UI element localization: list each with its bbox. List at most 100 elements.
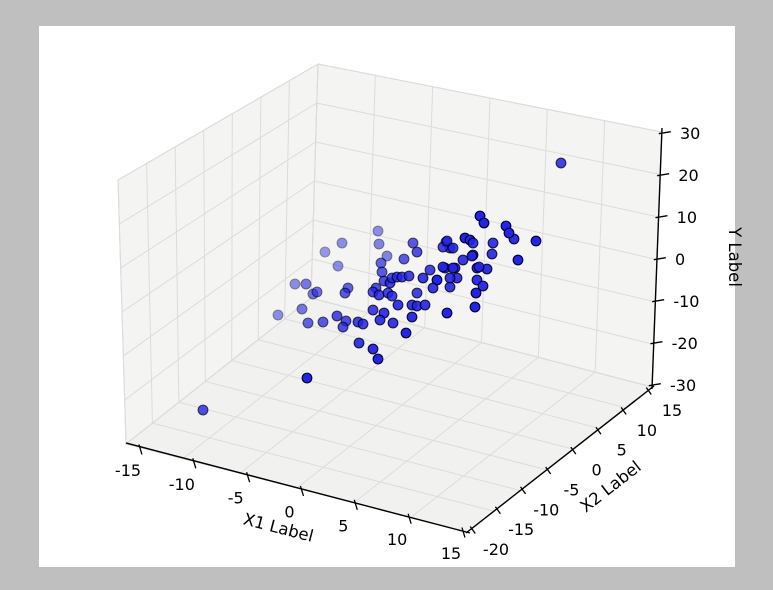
scatter-point: [477, 280, 489, 292]
x2-tick-mark: [570, 446, 577, 455]
x2-tick-mark: [595, 426, 602, 435]
grid-line: [121, 180, 315, 313]
scatter-point: [427, 282, 439, 294]
points-group: [197, 157, 567, 416]
x1-tick-label: 5: [338, 516, 348, 535]
x2-tick-mark: [469, 526, 476, 534]
scatter-point: [457, 254, 469, 266]
scatter-point: [411, 246, 423, 258]
scatter-point: [467, 237, 479, 249]
x1-axis-line: [125, 442, 471, 534]
y-axis-line: [651, 127, 663, 390]
scatter-point: [555, 157, 567, 169]
grid-line: [124, 258, 313, 401]
scatter-point: [530, 235, 542, 247]
x2-tick-label: 10: [637, 421, 657, 440]
scatter-point: [339, 287, 351, 299]
x1-tick-mark: [192, 458, 197, 469]
x2-tick-mark: [645, 387, 652, 395]
scatter-point: [424, 264, 436, 276]
grid-line: [317, 63, 663, 133]
grid-line: [284, 318, 626, 409]
scatter-point: [311, 286, 323, 298]
x2-tick-label: 15: [662, 401, 682, 420]
x1-tick-label: 10: [387, 530, 407, 549]
x2-tick-label: 0: [591, 461, 601, 480]
scatter-point: [447, 262, 459, 274]
scatter-point: [419, 299, 431, 311]
y-tick-mark: [657, 173, 670, 177]
y-tick-mark: [658, 131, 671, 135]
y-tick-mark: [652, 299, 665, 303]
grid-line: [123, 219, 314, 357]
scatter-point: [411, 287, 423, 299]
scatter-point: [386, 290, 398, 302]
x1-tick-label: 0: [284, 503, 294, 522]
x2-tick-mark: [494, 506, 501, 515]
scatter-point: [300, 278, 312, 290]
x1-tick-mark: [461, 527, 466, 538]
x1-tick-mark: [299, 485, 305, 497]
scatter-point: [336, 237, 348, 249]
y-tick-mark: [648, 383, 661, 387]
scatter-point: [441, 235, 453, 247]
scatter-point: [353, 337, 365, 349]
scatter-point: [400, 327, 412, 339]
y-tick-mark: [650, 341, 663, 345]
y-tick-label: 20: [678, 166, 698, 185]
scatter-point: [272, 309, 284, 321]
x2-tick-mark: [545, 466, 552, 475]
scatter-point: [444, 272, 456, 284]
x2-tick-mark: [520, 486, 527, 495]
scatter-point: [296, 303, 308, 315]
x1-tick-mark: [353, 499, 358, 511]
y-tick-label: 0: [675, 250, 685, 269]
y-axis-label: Y Label: [725, 226, 744, 287]
x1-tick-label: -5: [228, 489, 244, 508]
grid-line: [258, 339, 600, 429]
scatter-point: [487, 237, 499, 249]
scatter-point: [503, 227, 515, 239]
scatter-point: [486, 248, 498, 260]
scatter-point: [373, 289, 385, 301]
scatter-point: [331, 310, 343, 322]
x1-tick-label: 15: [441, 544, 461, 563]
scatter-point: [372, 353, 384, 365]
x1-axis-label: X1 Label: [241, 510, 315, 546]
x1-tick-mark: [407, 513, 412, 524]
scatter-point: [478, 217, 490, 229]
scatter-point: [375, 257, 387, 269]
grid-line: [117, 63, 319, 181]
y-tick-mark: [655, 215, 668, 219]
x1-tick-label: -10: [169, 475, 195, 494]
scatter-point: [437, 261, 449, 273]
scatter-point: [289, 278, 301, 290]
scatter-point: [392, 299, 404, 311]
x2-tick-label: -20: [483, 540, 509, 559]
scatter-point: [387, 317, 399, 329]
x2-tick-label: 5: [617, 441, 627, 460]
x1-tick-mark: [138, 444, 143, 455]
y-tick-label: 30: [680, 124, 700, 143]
y-tick-label: 10: [677, 208, 697, 227]
scatter-point: [372, 225, 384, 237]
scatter-point: [441, 307, 453, 319]
scatter-point: [417, 272, 429, 284]
scatter-point: [357, 318, 369, 330]
grid-line: [119, 102, 318, 225]
scatter-point: [373, 238, 385, 250]
scatter-point: [470, 287, 482, 299]
x1-tick-label: -15: [115, 461, 141, 480]
grid-line: [310, 297, 653, 388]
grid-line: [182, 312, 369, 460]
axis-group: [125, 127, 671, 538]
x1-tick-mark: [245, 471, 251, 483]
scatter-point: [398, 253, 410, 265]
scatter-point: [319, 246, 331, 258]
scatter-point: [466, 250, 478, 262]
scatter-point: [444, 281, 456, 293]
x2-tick-label: -15: [508, 520, 534, 539]
